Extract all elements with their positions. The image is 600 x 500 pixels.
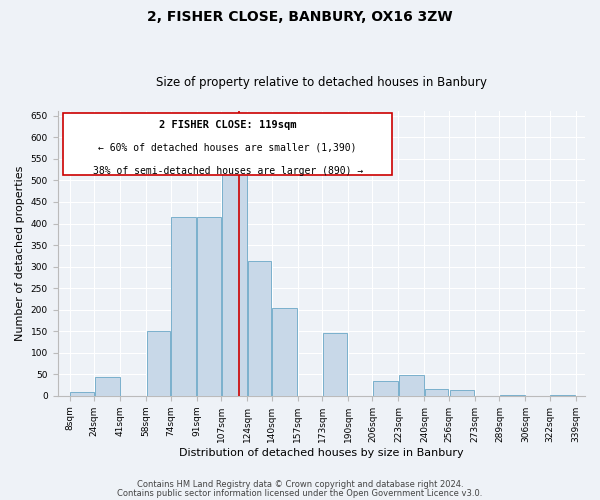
Bar bbox=[425, 390, 448, 396]
Text: Contains HM Land Registry data © Crown copyright and database right 2024.: Contains HM Land Registry data © Crown c… bbox=[137, 480, 463, 489]
Bar bbox=[197, 217, 221, 396]
Bar bbox=[323, 334, 347, 396]
Text: 2 FISHER CLOSE: 119sqm: 2 FISHER CLOSE: 119sqm bbox=[159, 120, 296, 130]
Y-axis label: Number of detached properties: Number of detached properties bbox=[15, 166, 25, 342]
Bar bbox=[500, 395, 525, 396]
X-axis label: Distribution of detached houses by size in Banbury: Distribution of detached houses by size … bbox=[179, 448, 464, 458]
Bar bbox=[272, 308, 297, 396]
Bar bbox=[550, 395, 575, 396]
Text: ← 60% of detached houses are smaller (1,390): ← 60% of detached houses are smaller (1,… bbox=[98, 143, 357, 153]
Bar bbox=[373, 381, 398, 396]
Bar bbox=[70, 392, 94, 396]
Bar bbox=[399, 375, 424, 396]
Text: Contains public sector information licensed under the Open Government Licence v3: Contains public sector information licen… bbox=[118, 488, 482, 498]
Bar bbox=[222, 168, 247, 396]
Text: 2, FISHER CLOSE, BANBURY, OX16 3ZW: 2, FISHER CLOSE, BANBURY, OX16 3ZW bbox=[147, 10, 453, 24]
Bar bbox=[147, 331, 170, 396]
Title: Size of property relative to detached houses in Banbury: Size of property relative to detached ho… bbox=[156, 76, 487, 90]
Text: 38% of semi-detached houses are larger (890) →: 38% of semi-detached houses are larger (… bbox=[92, 166, 363, 175]
Bar bbox=[95, 377, 119, 396]
Bar bbox=[248, 261, 271, 396]
Bar bbox=[171, 217, 196, 396]
FancyBboxPatch shape bbox=[63, 113, 392, 176]
Bar bbox=[449, 390, 475, 396]
